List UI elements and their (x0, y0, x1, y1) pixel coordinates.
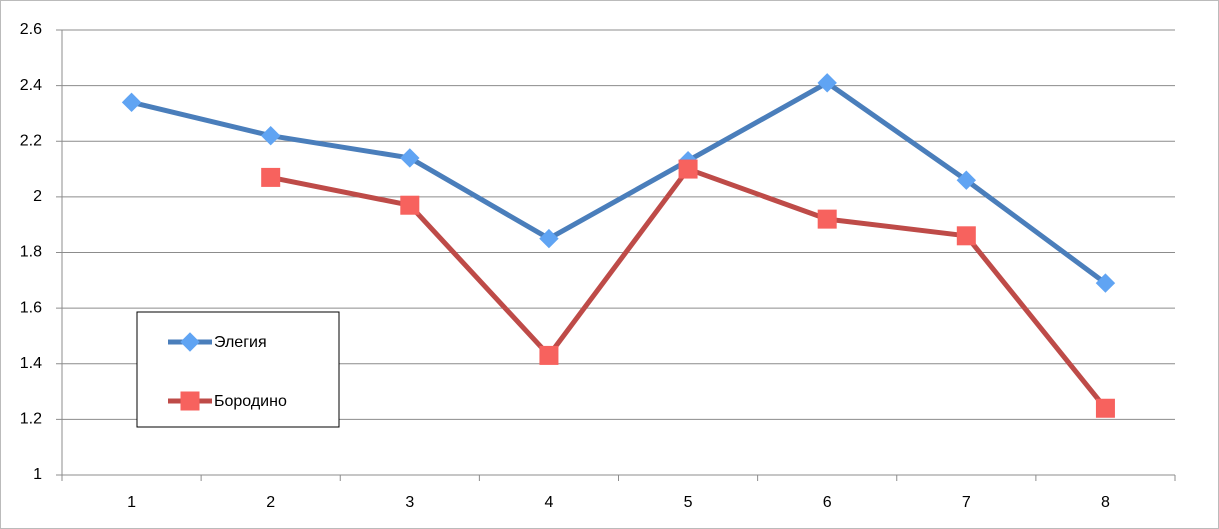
marker (539, 345, 559, 365)
x-tick-label: 2 (266, 494, 275, 511)
x-tick-label: 3 (405, 494, 414, 511)
y-tick-label: 2.4 (20, 77, 42, 94)
y-tick-label: 2.6 (20, 21, 42, 38)
legend-label: Элегия (214, 334, 267, 351)
series-line (130, 80, 1107, 286)
y-tick-label: 1.8 (20, 244, 42, 261)
x-tick-label: 6 (823, 494, 832, 511)
marker (261, 167, 281, 187)
y-tick-label: 2.2 (20, 132, 42, 149)
marker (539, 228, 559, 249)
marker (956, 226, 976, 246)
legend-marker (180, 391, 200, 411)
x-tick-label: 5 (684, 494, 693, 511)
y-tick-label: 1.6 (20, 299, 42, 316)
marker (817, 209, 837, 229)
marker (400, 148, 420, 168)
marker (260, 125, 281, 146)
x-tick-label: 8 (1101, 494, 1110, 511)
y-tick-label: 1 (33, 466, 42, 483)
marker (121, 92, 142, 113)
legend-box (136, 311, 340, 428)
x-tick-label: 1 (127, 494, 136, 511)
marker (678, 159, 698, 179)
y-tick-label: 1.2 (20, 411, 42, 428)
y-tick-label: 2 (33, 188, 42, 205)
marker (1095, 398, 1115, 418)
y-tick-label: 1.4 (20, 355, 42, 372)
marker (400, 195, 420, 215)
x-tick-label: 7 (962, 494, 971, 511)
marker (956, 170, 977, 190)
x-tick-label: 4 (544, 494, 553, 511)
legend-marker (180, 332, 200, 352)
legend-label: Бородино (214, 393, 287, 410)
marker (817, 73, 837, 93)
marker (1095, 273, 1116, 293)
